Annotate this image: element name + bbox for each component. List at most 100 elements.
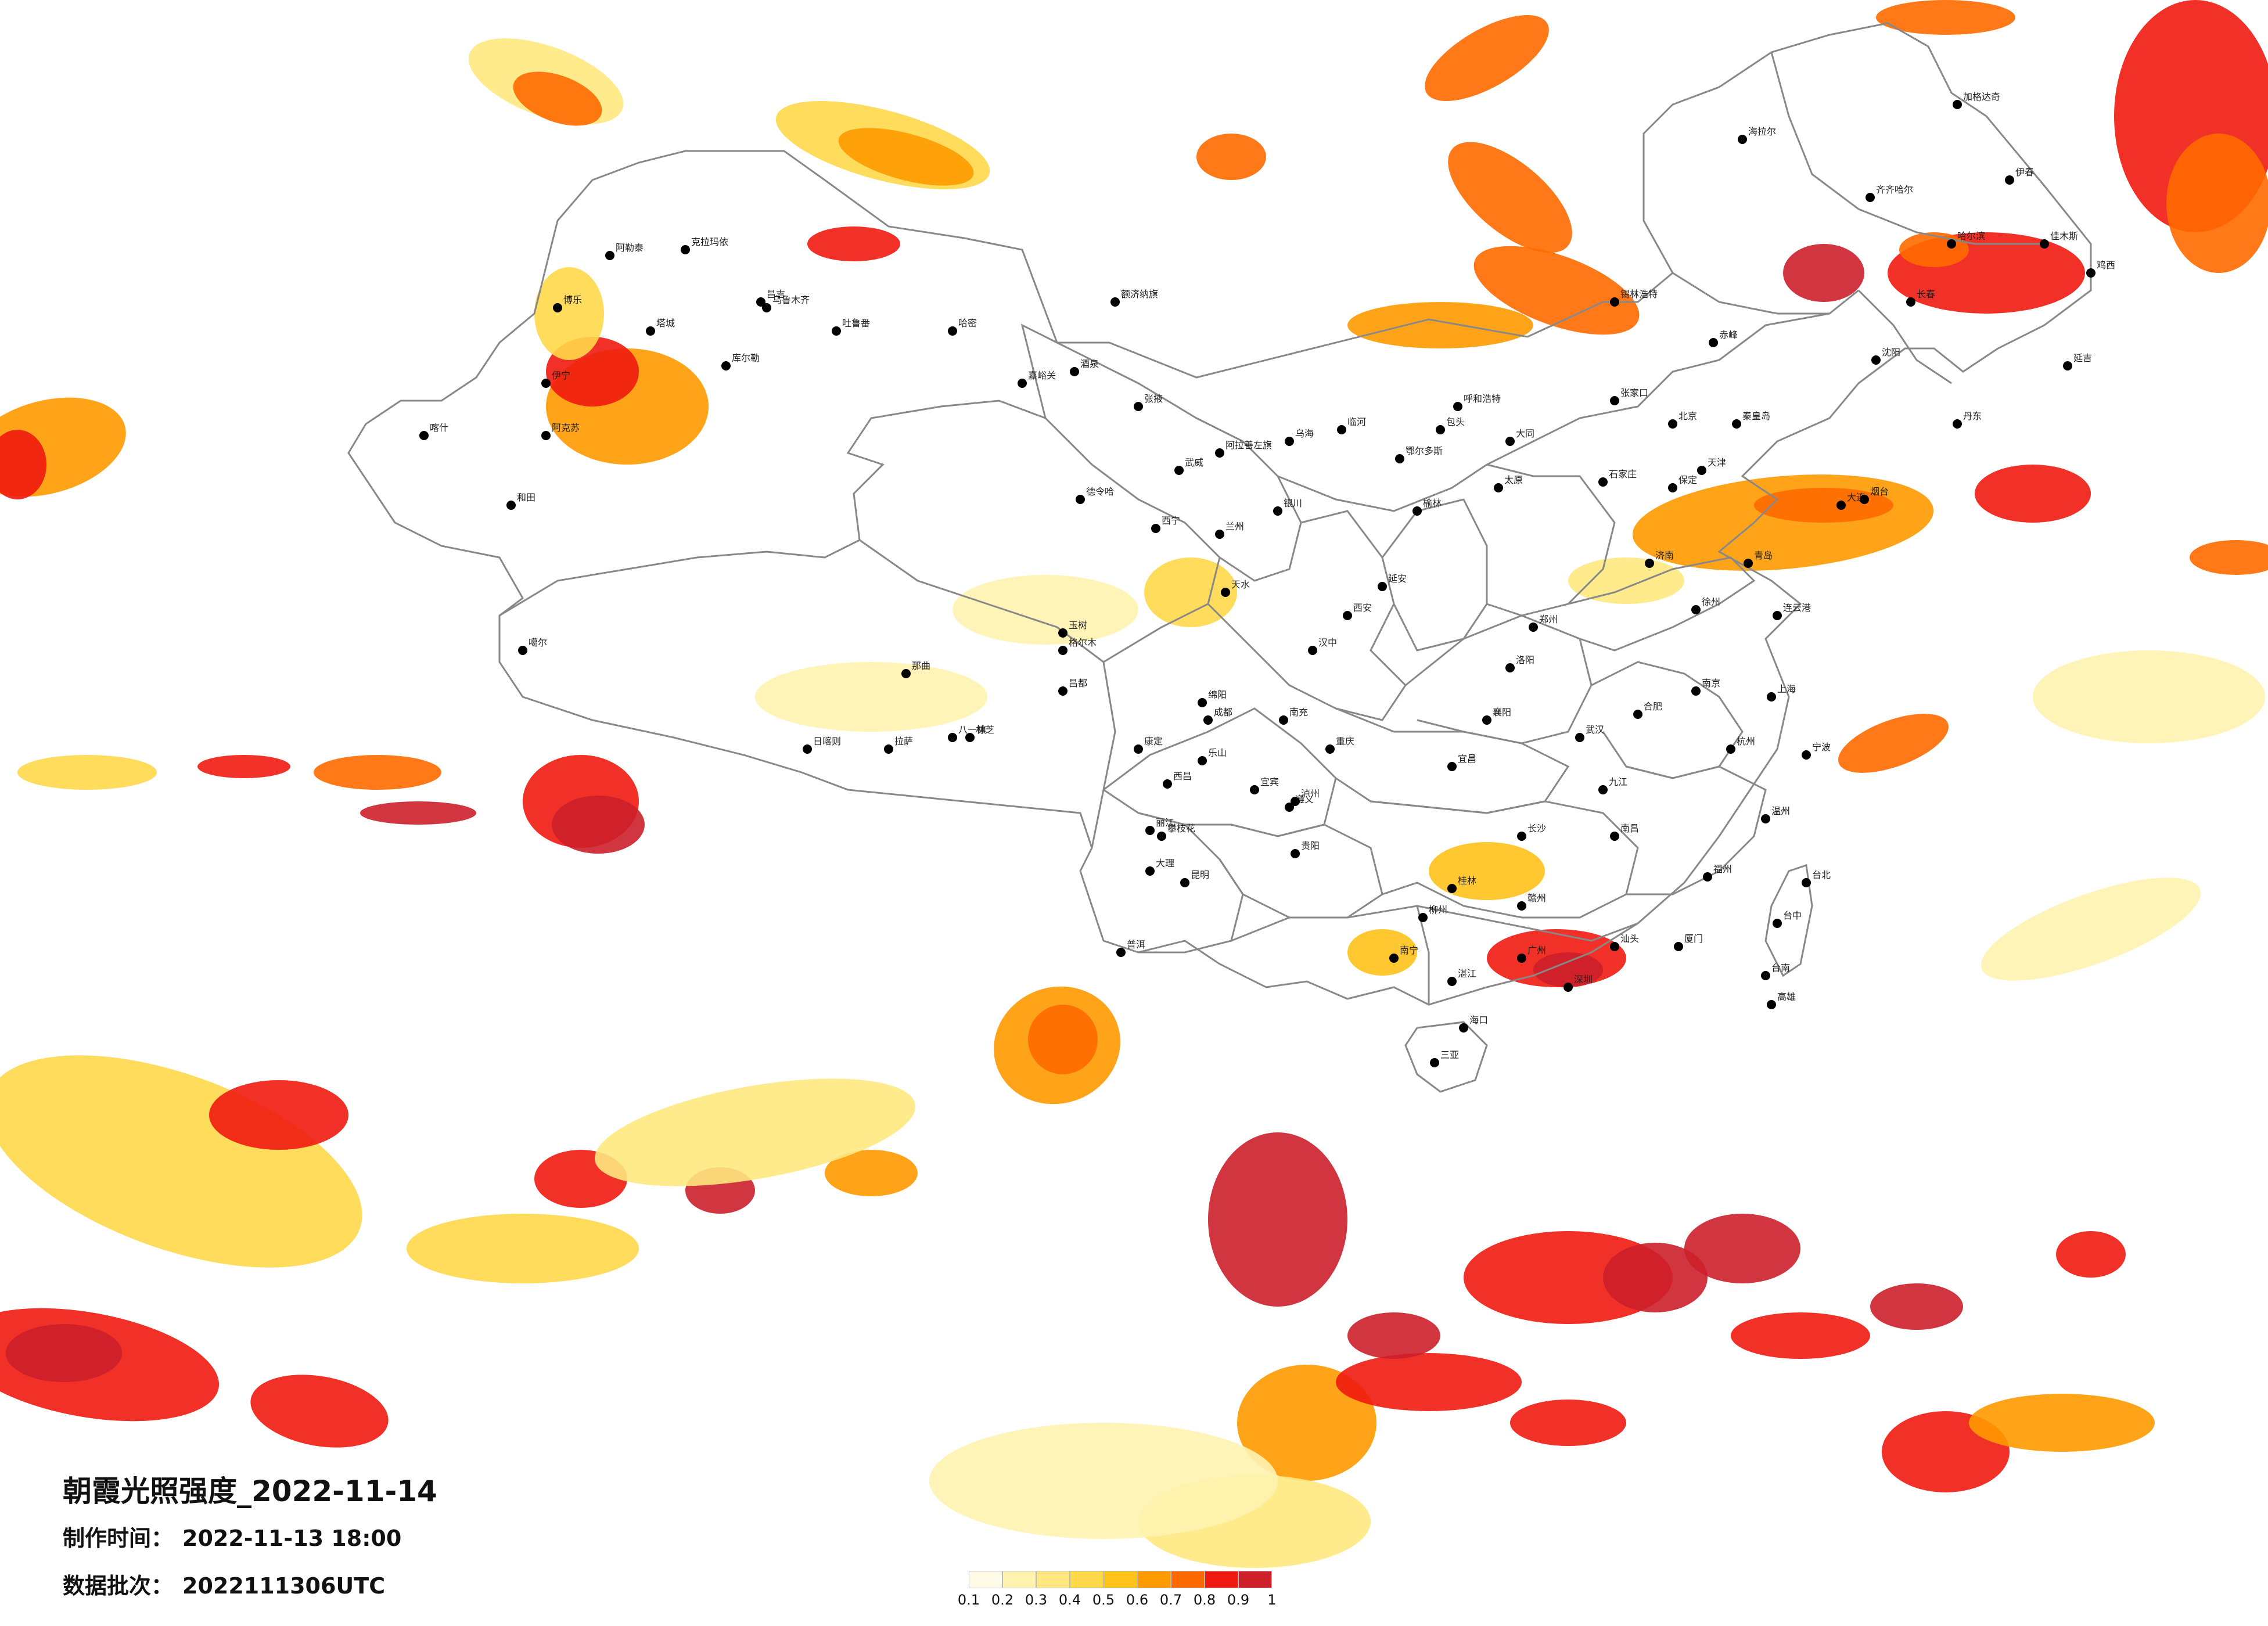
city-label: 高雄 [1777, 991, 1796, 1002]
city-marker: 连云港 [1773, 602, 1811, 620]
boundary-northeast-3 [1857, 289, 1952, 384]
city-label: 榆林 [1423, 498, 1442, 509]
city-label: 额济纳旗 [1121, 289, 1158, 300]
city-label: 和田 [517, 492, 535, 503]
city-dot [1947, 239, 1956, 249]
intensity-cell [1568, 557, 1684, 604]
city-marker: 绵阳 [1198, 689, 1227, 707]
city-label: 酒泉 [1080, 358, 1099, 369]
city-dot [1337, 425, 1346, 434]
city-marker: 昌吉 [756, 289, 785, 307]
intensity-cell [1981, 877, 2201, 981]
city-marker: 西昌 [1163, 771, 1192, 789]
legend-tick-label: 0.9 [1227, 1592, 1250, 1608]
boundary-neimenggu-south [1277, 289, 1859, 512]
city-dot [1180, 878, 1189, 887]
city-label: 哈密 [958, 318, 977, 329]
boundary-hebei [1486, 463, 1616, 617]
city-dot [1517, 901, 1526, 911]
city-label: 南京 [1702, 678, 1720, 689]
intensity-cell [6, 1324, 122, 1382]
legend-swatch [1238, 1571, 1272, 1588]
city-marker: 丹东 [1953, 411, 1982, 429]
intensity-cell [1684, 1214, 1800, 1283]
city-dot [541, 431, 551, 440]
city-label: 重庆 [1336, 736, 1354, 747]
city-dot [1163, 779, 1172, 789]
legend-swatch [1002, 1571, 1036, 1588]
city-marker: 合肥 [1633, 701, 1662, 719]
city-dot [1076, 495, 1085, 504]
city-marker: 鄂尔多斯 [1395, 445, 1443, 463]
intensity-cell [1429, 842, 1545, 900]
city-dot [756, 297, 765, 307]
legend-tick-label: 0.4 [1058, 1592, 1081, 1608]
city-label: 石家庄 [1609, 469, 1637, 480]
city-marker: 克拉玛依 [681, 236, 728, 254]
china-outline [347, 22, 2092, 1006]
intensity-cell [534, 267, 604, 360]
city-dot [948, 326, 957, 336]
city-label: 郑州 [1539, 614, 1558, 625]
city-label: 德令哈 [1086, 486, 1114, 497]
city-label: 昌都 [1069, 678, 1087, 689]
city-marker: 西宁 [1151, 515, 1180, 533]
city-label: 包头 [1446, 416, 1465, 427]
city-label: 齐齐哈尔 [1876, 184, 1913, 195]
city-label: 青岛 [1754, 550, 1773, 561]
city-dot [1773, 919, 1782, 928]
city-label: 海口 [1469, 1015, 1488, 1026]
boundary-shaanxi [1207, 510, 1407, 721]
city-marker: 秦皇岛 [1732, 411, 1770, 429]
city-marker: 临河 [1337, 416, 1366, 434]
boundary-qinghai-gansu [1044, 417, 1221, 663]
city-label: 绵阳 [1208, 689, 1227, 700]
city-marker: 大理 [1145, 858, 1174, 876]
city-dot [1697, 466, 1706, 475]
city-marker: 长春 [1906, 289, 1935, 307]
city-marker: 保定 [1668, 474, 1697, 492]
city-dot [1459, 1023, 1468, 1033]
legend-tick-label: 0.3 [1025, 1592, 1048, 1608]
city-label: 台中 [1783, 910, 1802, 921]
city-dot [884, 744, 893, 754]
city-label: 西安 [1353, 602, 1372, 613]
city-dot [1691, 605, 1701, 614]
boundary-shanxi [1381, 498, 1488, 652]
city-dot [1273, 506, 1282, 516]
boundary-xizang-sichuan [1091, 661, 1116, 848]
legend-ticks: 0.1 0.2 0.3 0.4 0.5 0.6 0.7 0.8 0.9 1 [958, 1588, 1340, 1611]
city-dot [646, 326, 655, 336]
city-marker: 贵阳 [1291, 840, 1320, 858]
city-marker: 汉中 [1308, 637, 1337, 655]
city-label: 桂林 [1458, 875, 1476, 886]
intensity-cell [2056, 1231, 2126, 1278]
city-label: 九江 [1609, 776, 1627, 787]
city-dot [1198, 756, 1207, 765]
data-batch: 数据批次： 2022111306UTC [63, 1568, 385, 1600]
city-dot [1732, 419, 1741, 429]
city-dot [1221, 588, 1230, 597]
city-dot [2005, 175, 2014, 185]
boundary-northeast-2 [1770, 52, 2044, 245]
city-marker: 赤峰 [1709, 329, 1738, 347]
city-marker: 汕头 [1610, 933, 1639, 951]
city-label: 临河 [1347, 416, 1366, 427]
intensity-cell [1028, 1005, 1098, 1074]
city-dot [1453, 402, 1462, 411]
city-dot [1145, 866, 1155, 876]
boundary-northeast-1 [1672, 272, 1830, 315]
intensity-cell [250, 1375, 389, 1448]
city-dot [1505, 437, 1515, 446]
boundary-xizang-qinghai [859, 539, 1104, 663]
city-label: 喀什 [430, 422, 448, 433]
city-label: 伊春 [2015, 167, 2034, 178]
city-dot [1598, 785, 1608, 794]
city-label: 沈阳 [1882, 347, 1900, 358]
intensity-cell [594, 1078, 916, 1186]
city-dot [1668, 483, 1677, 492]
city-dot [1134, 744, 1143, 754]
color-legend: 0.1 0.2 0.3 0.4 0.5 0.6 0.7 0.8 0.9 1 [958, 1571, 1340, 1611]
intensity-cell [1347, 929, 1417, 976]
city-dot [1668, 419, 1677, 429]
